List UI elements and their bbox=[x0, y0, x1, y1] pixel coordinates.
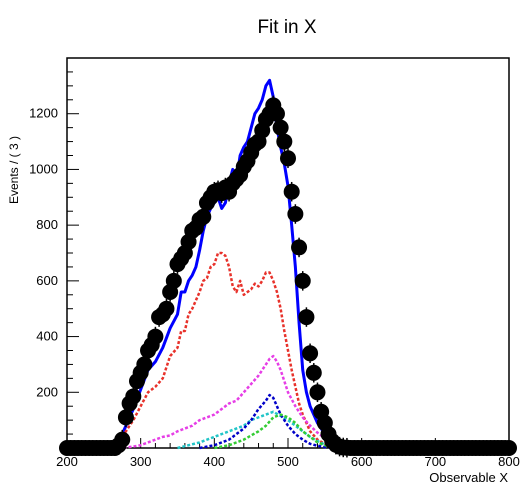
x-tick-label: 400 bbox=[203, 454, 225, 469]
data-point bbox=[276, 133, 293, 150]
y-tick-label: 800 bbox=[36, 217, 58, 232]
curve-series-1 bbox=[107, 251, 509, 450]
data-point bbox=[158, 300, 175, 317]
x-tick-label: 300 bbox=[130, 454, 152, 469]
data-point bbox=[309, 384, 326, 401]
y-tick-label: 1000 bbox=[29, 161, 58, 176]
data-point bbox=[287, 206, 304, 222]
data-point bbox=[305, 364, 322, 381]
data-point bbox=[117, 409, 134, 426]
data-point bbox=[280, 150, 296, 167]
data-point bbox=[272, 119, 289, 136]
x-tick-label: 200 bbox=[56, 454, 78, 469]
y-tick-label: 600 bbox=[36, 273, 58, 288]
curve-series-0 bbox=[106, 78, 509, 450]
x-tick-label: 800 bbox=[498, 454, 520, 469]
data-point bbox=[195, 208, 212, 225]
data-point bbox=[165, 272, 182, 289]
data-point bbox=[294, 272, 311, 289]
y-tick-label: 200 bbox=[36, 384, 58, 399]
x-tick-label: 700 bbox=[424, 454, 446, 469]
y-axis-label: Events / ( 3 ) bbox=[7, 136, 21, 204]
data-point bbox=[114, 431, 131, 448]
data-points-layer bbox=[59, 95, 517, 458]
data-point bbox=[302, 345, 319, 362]
x-axis-label: Observable X bbox=[429, 470, 508, 485]
y-tick-label: 1200 bbox=[29, 106, 58, 121]
y-tick-label: 400 bbox=[36, 329, 58, 344]
data-point bbox=[501, 440, 517, 456]
y-axis-ticks: 200 400 600 800 1000 1200 bbox=[29, 71, 79, 435]
x-tick-label: 600 bbox=[351, 454, 373, 469]
data-point bbox=[147, 328, 164, 345]
data-point bbox=[291, 239, 308, 256]
chart-title: Fit in X bbox=[257, 17, 316, 38]
data-point bbox=[136, 356, 153, 373]
series-layer bbox=[106, 78, 509, 450]
data-point bbox=[125, 388, 142, 405]
data-point bbox=[298, 309, 315, 326]
x-tick-label: 500 bbox=[277, 454, 299, 469]
data-point bbox=[268, 105, 285, 122]
data-point bbox=[283, 183, 300, 200]
